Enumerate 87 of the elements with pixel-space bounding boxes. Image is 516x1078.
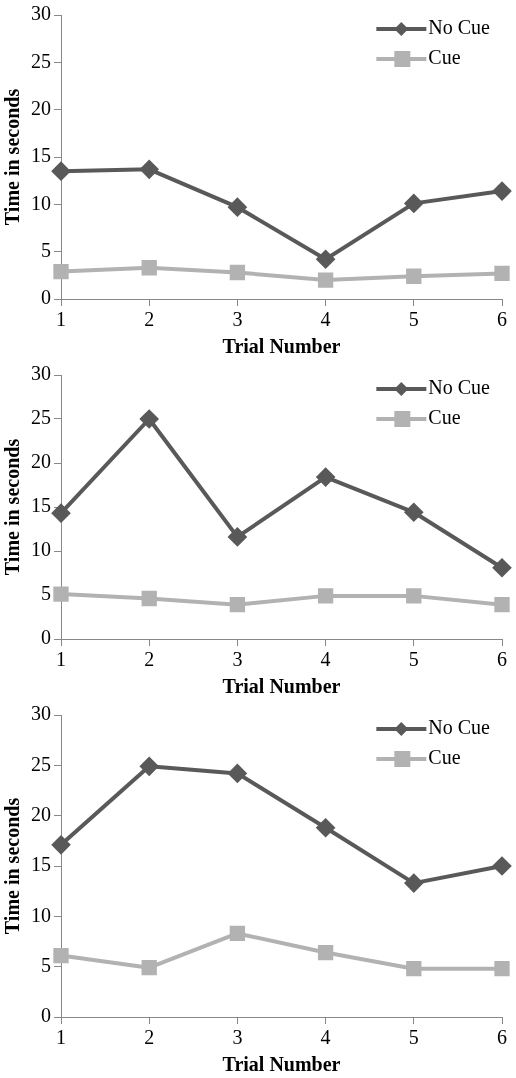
x-tick-label: 3 bbox=[232, 308, 243, 331]
y-tick-label: 20 bbox=[31, 450, 51, 473]
point bbox=[406, 268, 422, 284]
y-tick-label: 10 bbox=[31, 191, 51, 214]
y-tick-label: 0 bbox=[41, 626, 51, 649]
point bbox=[52, 835, 70, 854]
y-tick-label: 15 bbox=[31, 494, 51, 517]
x-tick-label: 5 bbox=[408, 1026, 419, 1049]
x-axis-title: Trial Number bbox=[222, 675, 341, 698]
point bbox=[316, 468, 335, 487]
x-tick-label: 6 bbox=[497, 1026, 507, 1049]
point bbox=[228, 198, 247, 217]
point bbox=[141, 960, 157, 976]
x-tick-label: 1 bbox=[56, 648, 66, 671]
y-tick-label: 5 bbox=[41, 238, 51, 261]
x-axis-title: Trial Number bbox=[222, 1053, 341, 1076]
x-tick-label: 4 bbox=[320, 648, 331, 671]
point bbox=[229, 264, 246, 281]
x-tick-label: 6 bbox=[497, 648, 507, 671]
x-tick-label: 4 bbox=[320, 308, 331, 331]
y-tick-label: 25 bbox=[31, 752, 51, 775]
y-tick-label: 20 bbox=[31, 802, 51, 825]
x-tick-label: 5 bbox=[408, 308, 419, 331]
point bbox=[53, 263, 69, 280]
y-tick-label: 30 bbox=[31, 702, 51, 725]
y-tick-label: 30 bbox=[31, 362, 51, 385]
point bbox=[52, 504, 70, 523]
y-tick-label: 30 bbox=[31, 2, 51, 25]
x-tick-label: 1 bbox=[56, 1026, 66, 1049]
point bbox=[316, 250, 335, 269]
point bbox=[317, 272, 334, 288]
y-tick-label: 10 bbox=[31, 538, 51, 561]
x-tick-label: 5 bbox=[408, 648, 419, 671]
x-axis-title: Trial Number bbox=[222, 335, 341, 358]
y-tick-label: 10 bbox=[31, 903, 51, 926]
point bbox=[406, 961, 422, 977]
legend-label: Cue bbox=[428, 746, 461, 769]
y-tick-label: 15 bbox=[31, 853, 51, 876]
point bbox=[140, 410, 159, 428]
point bbox=[493, 558, 511, 577]
y-tick-label: 5 bbox=[41, 582, 51, 605]
y-tick-label: 5 bbox=[41, 953, 51, 976]
point bbox=[228, 764, 247, 783]
x-tick-label: 3 bbox=[232, 648, 243, 671]
x-tick-label: 2 bbox=[144, 308, 155, 331]
point bbox=[140, 160, 159, 179]
y-axis-title: Time in seconds bbox=[1, 797, 24, 935]
x-tick-label: 3 bbox=[232, 1026, 243, 1049]
y-tick-label: 25 bbox=[31, 49, 51, 72]
legend-label: No Cue bbox=[428, 716, 491, 739]
x-tick-label: 4 bbox=[320, 1026, 331, 1049]
point bbox=[494, 961, 510, 977]
x-tick-label: 2 bbox=[144, 648, 155, 671]
point bbox=[141, 590, 157, 607]
y-tick-label: 15 bbox=[31, 144, 51, 167]
point bbox=[404, 874, 423, 893]
point bbox=[406, 588, 422, 604]
x-tick-label: 1 bbox=[56, 308, 66, 331]
point bbox=[493, 857, 511, 875]
x-tick-label: 6 bbox=[497, 308, 507, 331]
legend-label: Cue bbox=[428, 46, 461, 69]
point bbox=[404, 194, 423, 213]
point bbox=[229, 597, 246, 613]
y-tick-label: 0 bbox=[41, 286, 51, 309]
point bbox=[53, 947, 69, 964]
point bbox=[141, 260, 157, 276]
point bbox=[493, 182, 511, 201]
point bbox=[316, 818, 335, 837]
point bbox=[228, 527, 247, 546]
point bbox=[53, 586, 69, 602]
y-tick-label: 25 bbox=[31, 406, 51, 429]
y-tick-label: 20 bbox=[31, 96, 51, 119]
point bbox=[494, 597, 510, 613]
y-tick-label: 0 bbox=[41, 1004, 51, 1027]
legend-label: No Cue bbox=[428, 16, 491, 39]
point bbox=[404, 503, 423, 522]
x-tick-label: 2 bbox=[144, 1026, 155, 1049]
y-axis-title: Time in seconds bbox=[1, 88, 24, 226]
point bbox=[494, 265, 510, 282]
point bbox=[140, 757, 159, 776]
point bbox=[317, 588, 334, 604]
y-axis-title: Time in seconds bbox=[1, 438, 24, 576]
point bbox=[52, 162, 70, 181]
point bbox=[317, 944, 334, 961]
point bbox=[229, 925, 246, 942]
legend-label: No Cue bbox=[428, 376, 491, 399]
legend-label: Cue bbox=[428, 406, 461, 429]
